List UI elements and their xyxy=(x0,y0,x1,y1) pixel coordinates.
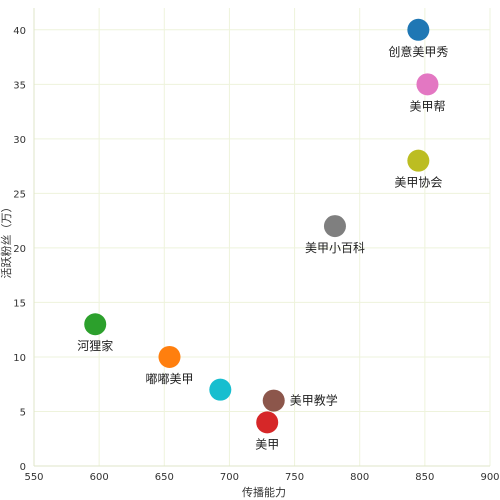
y-tick-label: 5 xyxy=(20,407,26,418)
y-tick-label: 20 xyxy=(13,244,26,255)
data-points xyxy=(84,18,439,434)
y-tick-label: 25 xyxy=(13,189,26,200)
data-label: 美甲帮 xyxy=(409,99,445,113)
data-point xyxy=(209,378,232,401)
y-tick-label: 30 xyxy=(13,135,26,146)
data-point xyxy=(407,18,430,41)
x-tick-label: 550 xyxy=(24,472,43,483)
x-tick-label: 650 xyxy=(155,472,174,483)
y-tick-label: 10 xyxy=(13,353,26,364)
data-label: 河狸家 xyxy=(77,338,113,353)
x-tick-label: 850 xyxy=(415,472,434,483)
data-label: 创意美甲秀 xyxy=(388,44,448,59)
data-point xyxy=(407,149,430,172)
data-point xyxy=(256,411,279,434)
x-tick-label: 600 xyxy=(90,472,109,483)
y-tick-label: 35 xyxy=(13,80,26,91)
data-label: 美甲协会 xyxy=(394,175,442,190)
grid-lines xyxy=(33,8,491,467)
x-tick-label: 750 xyxy=(285,472,304,483)
y-tick-label: 15 xyxy=(13,298,26,309)
x-axis-title: 传播能力 xyxy=(242,485,286,499)
x-tick-label: 800 xyxy=(350,472,369,483)
y-tick-label: 0 xyxy=(20,462,26,473)
data-point xyxy=(84,313,107,336)
data-point xyxy=(262,389,285,412)
axes xyxy=(33,8,490,467)
data-label: 嘟嘟美甲 xyxy=(145,372,193,386)
data-point xyxy=(158,345,181,368)
data-point xyxy=(323,215,346,238)
x-tick-label: 700 xyxy=(220,472,239,483)
data-label: 美甲教学 xyxy=(290,393,338,408)
data-point xyxy=(416,73,439,96)
y-tick-label: 40 xyxy=(13,26,26,37)
x-tick-label: 900 xyxy=(480,472,499,483)
data-label: 美甲小百科 xyxy=(305,241,365,255)
data-label: 美甲 xyxy=(255,437,279,451)
tick-labels: 550 600 650 700 750 800 850 900 0 5 10 15 20 25 30 35 40 xyxy=(13,26,499,483)
y-axis-title: 活跃粉丝（万） xyxy=(0,202,13,279)
